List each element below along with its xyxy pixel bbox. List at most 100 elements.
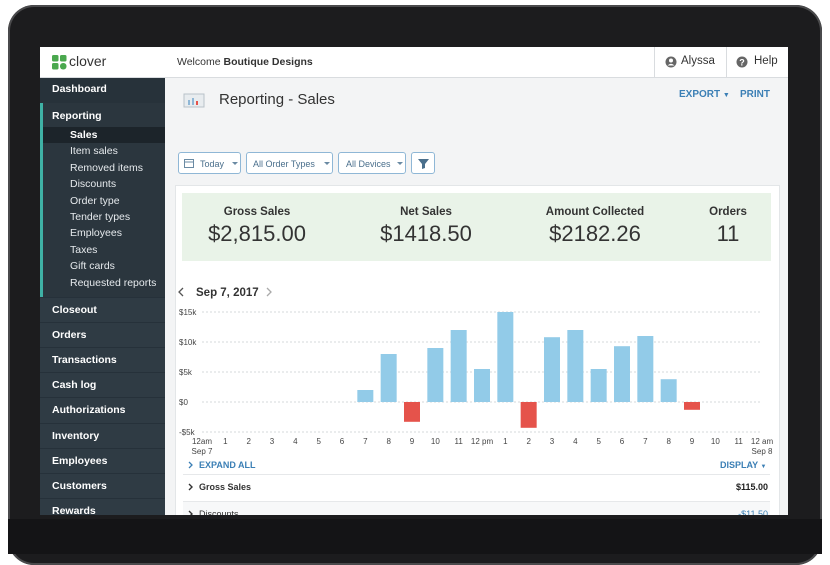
nav-subitem[interactable]: Employees <box>70 227 122 240</box>
caret: ▼ <box>760 464 767 470</box>
logo-icon <box>52 55 67 70</box>
bar <box>684 402 700 410</box>
caret <box>232 162 238 165</box>
prev-day[interactable] <box>178 287 184 297</box>
x-tick-label: 6 <box>620 437 625 446</box>
nav-item[interactable]: Orders <box>52 329 87 342</box>
nav-divider <box>40 447 165 449</box>
row-stripe <box>183 502 770 515</box>
y-tick-label: $15k <box>179 308 197 317</box>
nav-subitem[interactable]: Removed items <box>70 161 143 174</box>
filter-label: Today <box>200 159 225 169</box>
row-value: -$11.50 <box>738 509 768 515</box>
nav-divider <box>40 497 165 499</box>
bar <box>544 337 560 402</box>
nav-item[interactable]: Transactions <box>52 354 117 367</box>
nav-subitem[interactable]: Tender types <box>70 211 131 223</box>
nav-item[interactable]: Customers <box>52 479 107 492</box>
header: clover Welcome Boutique Designs Alyssa ?… <box>40 47 788 78</box>
summary-value: $1418.50 <box>380 221 472 246</box>
nav-divider <box>40 397 165 399</box>
screen: clover Welcome Boutique Designs Alyssa ?… <box>40 47 788 515</box>
y-tick-label: $10k <box>179 338 197 347</box>
bar <box>380 354 397 402</box>
row-label[interactable]: Gross Sales <box>199 482 252 492</box>
x-tick-label: 8 <box>666 437 671 446</box>
row-divider <box>183 474 770 475</box>
x-tick-label: 2 <box>526 437 531 446</box>
nav-divider <box>40 422 165 424</box>
x-tick-label: 11 <box>735 437 744 446</box>
bar <box>567 330 584 402</box>
details: EXPAND ALL DISPLAY ▼ Gross Sales $115.00 D… <box>175 456 778 515</box>
x-date-label: Sep 8 <box>752 447 773 456</box>
nav-subitem[interactable]: Order type <box>70 194 120 207</box>
business-name: Boutique Designs <box>223 56 313 68</box>
help-icon: ? <box>736 56 748 68</box>
filter-order-types[interactable]: All Order Types <box>246 152 333 174</box>
caret <box>397 162 403 165</box>
print-button[interactable]: PRINT <box>740 89 770 100</box>
nav-subitem[interactable]: Discounts <box>70 178 117 191</box>
x-tick-label: 3 <box>270 437 275 446</box>
export-button[interactable]: EXPORT ▼ <box>679 89 730 100</box>
chart-title: Sep 7, 2017 <box>196 287 259 299</box>
user-icon <box>665 56 677 68</box>
nav-item[interactable]: Employees <box>52 454 108 467</box>
x-tick-label: 7 <box>643 437 648 446</box>
y-tick-label: $5k <box>179 368 193 377</box>
selected-bg <box>43 127 165 143</box>
help-menu[interactable]: ? Help <box>726 47 788 77</box>
user-menu[interactable]: Alyssa <box>654 47 727 77</box>
nav-subitem[interactable]: Sales <box>70 129 98 141</box>
x-tick-label: 7 <box>363 437 368 446</box>
nav-subitem[interactable]: Requested reports <box>70 276 157 289</box>
x-tick-label: 12 am <box>751 437 774 446</box>
caret: ▼ <box>722 92 730 99</box>
summary-value: $2,815.00 <box>208 221 306 246</box>
nav-divider <box>40 322 165 324</box>
nav-subitem[interactable]: Item sales <box>70 145 118 158</box>
display-button[interactable]: DISPLAY ▼ <box>720 460 767 470</box>
filter-today[interactable]: Today <box>178 152 241 174</box>
summary-box <box>182 193 771 261</box>
nav-item[interactable]: Dashboard <box>52 83 107 95</box>
nav-row-bg <box>40 78 165 103</box>
nav-subitem[interactable]: Gift cards <box>70 260 115 273</box>
calendar-icon <box>184 159 194 168</box>
nav-item[interactable]: Authorizations <box>52 404 126 417</box>
x-tick-label: 10 <box>431 437 440 446</box>
next-day[interactable] <box>266 287 272 297</box>
nav-item[interactable]: Rewards <box>52 504 96 515</box>
nav-item[interactable]: Inventory <box>52 429 100 442</box>
logo-text: clover <box>69 53 107 69</box>
report-icon <box>183 93 205 108</box>
x-tick-label: 10 <box>711 437 720 446</box>
welcome-text: Welcome <box>177 56 221 68</box>
chevron <box>188 510 193 515</box>
y-tick-label: -$5k <box>179 428 196 437</box>
expand-all[interactable]: EXPAND ALL <box>199 460 256 470</box>
x-tick-label: 4 <box>573 437 578 446</box>
x-tick-label: 9 <box>410 437 415 446</box>
x-tick-label: 3 <box>550 437 555 446</box>
nav-item[interactable]: Closeout <box>52 304 97 316</box>
summary-value: $2182.26 <box>549 221 641 246</box>
x-tick-label: 5 <box>596 437 601 446</box>
row-divider <box>183 501 770 502</box>
nav-section[interactable]: Reporting <box>52 110 102 122</box>
nav-item[interactable]: Cash log <box>52 379 97 392</box>
export-label: EXPORT <box>679 89 721 100</box>
row-value: $115.00 <box>735 482 768 492</box>
x-tick-label: 11 <box>455 437 464 446</box>
x-date-label: Sep 7 <box>192 447 213 456</box>
x-tick-label: 12 pm <box>471 437 494 446</box>
nav-divider <box>40 372 165 374</box>
filter-devices[interactable]: All Devices <box>338 152 406 174</box>
x-tick-label: 1 <box>503 437 508 446</box>
filter-button[interactable] <box>411 152 435 174</box>
nav-subitem[interactable]: Taxes <box>70 243 98 256</box>
row-label[interactable]: Discounts <box>199 509 239 515</box>
summary-label: Amount Collected <box>545 206 645 218</box>
